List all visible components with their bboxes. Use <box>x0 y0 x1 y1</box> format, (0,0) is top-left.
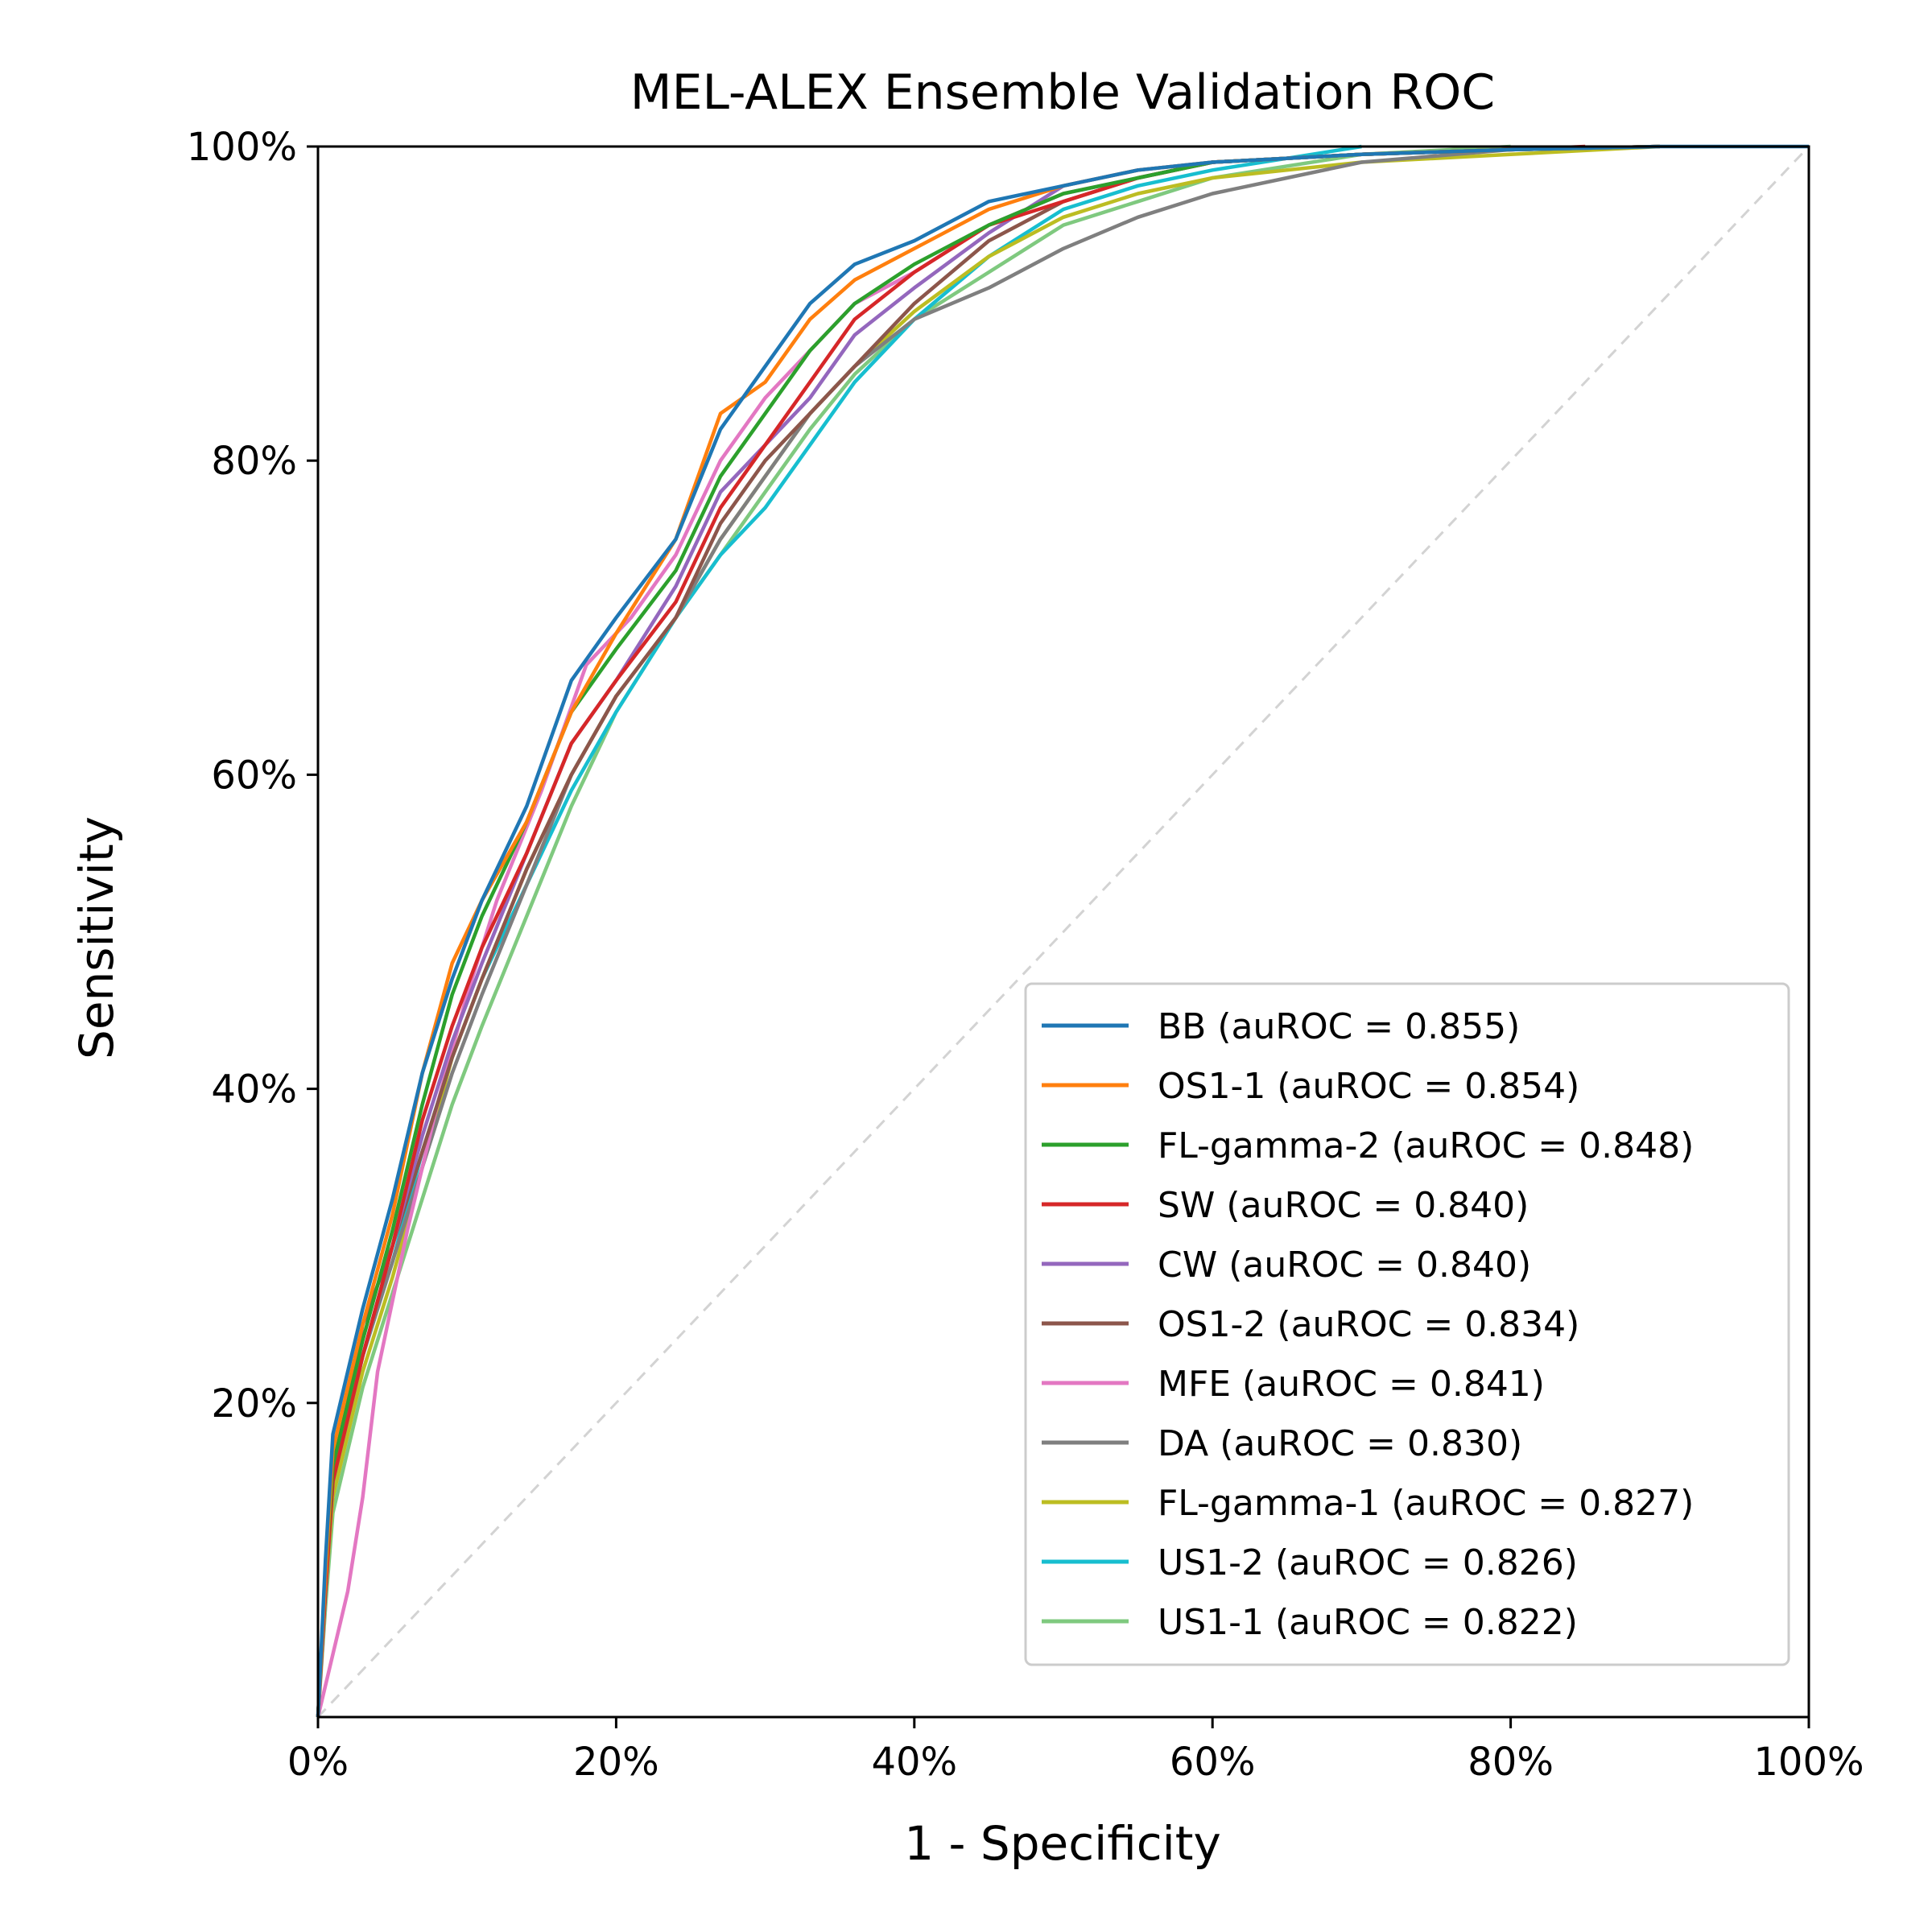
x-tick-label: 100% <box>1753 1740 1864 1785</box>
y-tick-label: 40% <box>211 1067 297 1113</box>
legend-label: CW (auROC = 0.840) <box>1158 1245 1531 1286</box>
y-axis-label: Sensitivity <box>69 816 124 1059</box>
legend-label: OS1-1 (auROC = 0.854) <box>1158 1066 1579 1107</box>
chance-diagonal <box>316 145 1810 1719</box>
plot-area <box>316 144 1810 1719</box>
x-tick-label: 40% <box>871 1740 957 1785</box>
x-tick-label: 20% <box>573 1740 659 1785</box>
legend-label: SW (auROC = 0.840) <box>1158 1185 1529 1226</box>
legend-items: BB (auROC = 0.855) OS1-1 (auROC = 0.854) F… <box>1042 1006 1694 1643</box>
plot-frame <box>316 145 1810 1719</box>
legend-label: OS1-2 (auROC = 0.834) <box>1158 1304 1579 1345</box>
chart-title: MEL-ALEX Ensemble Validation ROC <box>630 64 1495 121</box>
legend-label: US1-2 (auROC = 0.826) <box>1158 1542 1578 1583</box>
legend: BB (auROC = 0.855) OS1-1 (auROC = 0.854) F… <box>1024 982 1790 1666</box>
legend-label: BB (auROC = 0.855) <box>1158 1006 1520 1047</box>
y-tick-label: 80% <box>211 439 297 484</box>
y-tick-label: 60% <box>211 753 297 798</box>
legend-label: MFE (auROC = 0.841) <box>1158 1364 1545 1405</box>
y-tick-label: 20% <box>211 1381 297 1426</box>
roc-curve-0 <box>316 144 1809 1718</box>
legend-label: FL-gamma-2 (auROC = 0.848) <box>1158 1125 1694 1166</box>
y-tick-label: 100% <box>187 125 297 170</box>
x-tick-label: 60% <box>1170 1740 1256 1785</box>
legend-box <box>1024 982 1790 1666</box>
roc-curve-2 <box>316 144 1660 1718</box>
x-tick-label: 0% <box>287 1740 349 1785</box>
legend-label: DA (auROC = 0.830) <box>1158 1423 1522 1464</box>
legend-label: FL-gamma-1 (auROC = 0.827) <box>1158 1483 1694 1524</box>
x-axis-ticks: 0% 20% 40% 60% 80% 100% <box>287 1717 1864 1785</box>
series-layer <box>316 144 1809 1718</box>
legend-label: US1-1 (auROC = 0.822) <box>1158 1602 1578 1643</box>
x-tick-label: 80% <box>1468 1740 1554 1785</box>
x-axis-label: 1 - Specificity <box>904 1816 1221 1871</box>
y-axis-ticks: 20% 40% 60% 80% 100% <box>187 125 318 1426</box>
